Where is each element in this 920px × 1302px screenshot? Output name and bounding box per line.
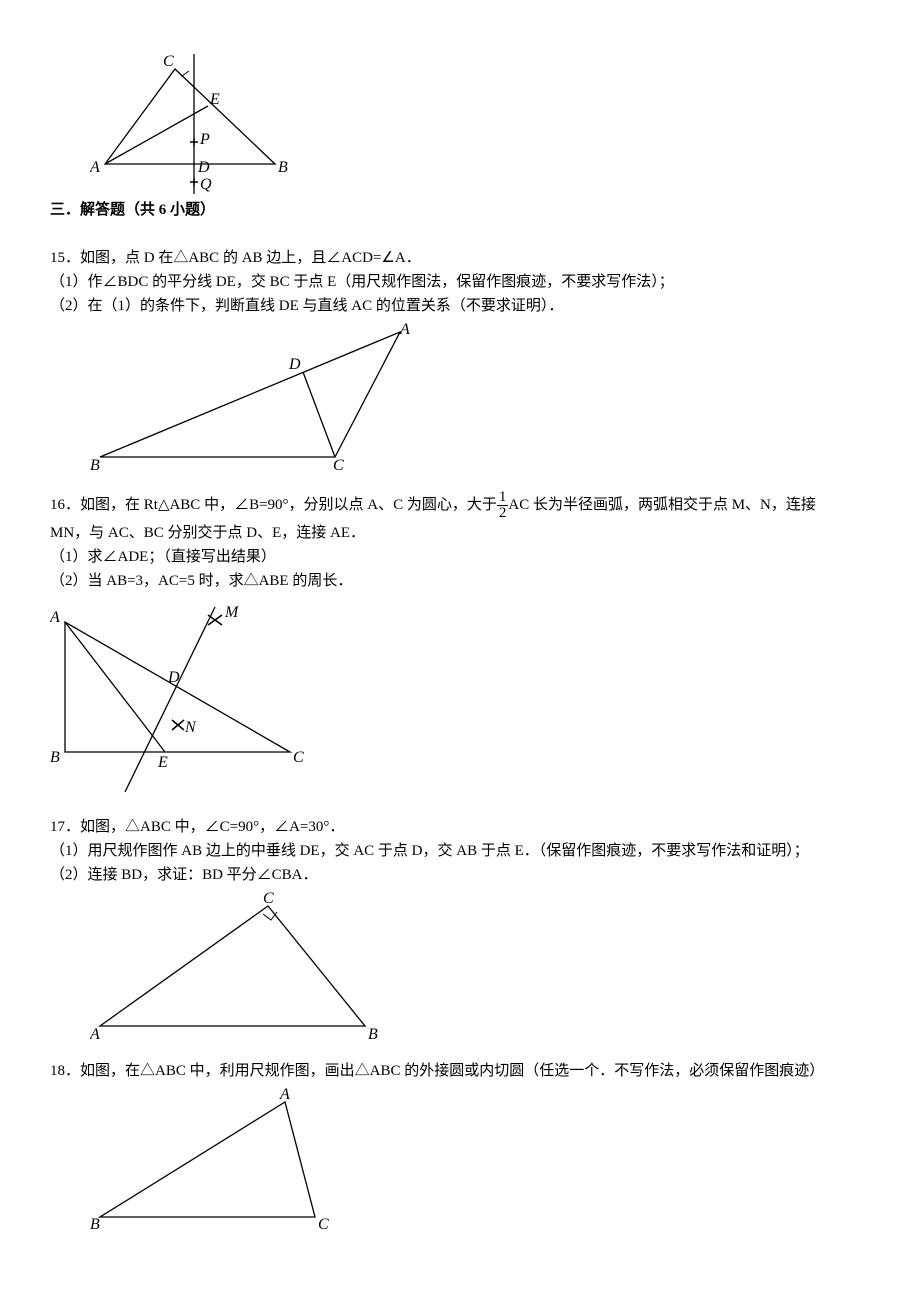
q15-label-D: D xyxy=(288,356,301,373)
figure-q18: B C A xyxy=(90,1087,870,1232)
q16-label-E: E xyxy=(157,754,168,771)
label-C: C xyxy=(163,54,174,70)
q16-label-B: B xyxy=(50,749,60,766)
label-B: B xyxy=(278,159,288,176)
q16-stem-pre: 如图，在 Rt△ABC 中，∠B=90°，分别以点 A、C 为圆心，大于 xyxy=(80,497,497,513)
q15-part1: （1）作∠BDC 的平分线 DE，交 BC 于点 E（用尺规作图法，保留作图痕迹… xyxy=(50,270,870,294)
figure-q17: A B C xyxy=(90,891,870,1041)
q18-label-B: B xyxy=(90,1216,100,1232)
q15-number: 15． xyxy=(50,250,80,266)
question-15: 15．如图，点 D 在△ABC 的 AB 边上，且∠ACD=∠A． （1）作∠B… xyxy=(50,246,870,472)
question-18: 18．如图，在△ABC 中，利用尺规作图，画出△ABC 的外接圆或内切圆（任选一… xyxy=(50,1059,870,1232)
question-17: 17．如图，△ABC 中，∠C=90°，∠A=30°． （1）用尺规作图作 AB… xyxy=(50,815,870,1041)
frac-den: 2 xyxy=(497,506,509,521)
label-A: A xyxy=(90,159,100,176)
label-P: P xyxy=(199,131,210,148)
figure-q16: A B C D E M N xyxy=(50,597,870,797)
q17-number: 17． xyxy=(50,819,80,835)
label-E: E xyxy=(209,91,220,108)
q17-label-C: C xyxy=(263,891,274,907)
figure-q-prev: A B C D E P Q xyxy=(90,54,870,194)
q15-label-B: B xyxy=(90,457,100,472)
q17-part2: （2）连接 BD，求证：BD 平分∠CBA． xyxy=(50,863,870,887)
q15-part2: （2）在（1）的条件下，判断直线 DE 与直线 AC 的位置关系（不要求证明）． xyxy=(50,294,870,318)
q16-label-D: D xyxy=(167,669,180,686)
question-16: 16．如图，在 Rt△ABC 中，∠B=90°，分别以点 A、C 为圆心，大于1… xyxy=(50,490,870,797)
fraction-half: 12 xyxy=(497,490,509,521)
q15-label-A: A xyxy=(399,322,410,338)
q16-label-N: N xyxy=(184,719,197,736)
q16-label-M: M xyxy=(224,604,240,621)
q16-stem-post: AC 长为半径画弧，两弧相交于点 M、N，连接 xyxy=(508,497,816,513)
q17-part1: （1）用尺规作图作 AB 边上的中垂线 DE，交 AC 于点 D，交 AB 于点… xyxy=(50,839,870,863)
q18-label-A: A xyxy=(279,1087,290,1103)
q16-label-A: A xyxy=(50,609,60,626)
q16-label-C: C xyxy=(293,749,304,766)
q18-label-C: C xyxy=(318,1216,329,1232)
q17-label-A: A xyxy=(90,1026,100,1041)
q18-number: 18． xyxy=(50,1063,80,1079)
q16-part2: （2）当 AB=3，AC=5 时，求△ABE 的周长． xyxy=(50,569,870,593)
q18-stem: 如图，在△ABC 中，利用尺规作图，画出△ABC 的外接圆或内切圆（任选一个．不… xyxy=(80,1063,824,1079)
figure-q15: B C A D xyxy=(90,322,870,472)
q17-label-B: B xyxy=(368,1026,378,1041)
label-D: D xyxy=(197,159,210,176)
q16-stem-line2: MN，与 AC、BC 分别交于点 D、E，连接 AE． xyxy=(50,521,870,545)
label-Q: Q xyxy=(200,176,212,193)
q17-stem: 如图，△ABC 中，∠C=90°，∠A=30°． xyxy=(80,819,344,835)
section-3-heading: 三．解答题（共 6 小题） xyxy=(50,198,870,222)
q16-part1: （1）求∠ADE；（直接写出结果） xyxy=(50,545,870,569)
frac-num: 1 xyxy=(497,490,509,506)
q16-number: 16． xyxy=(50,497,80,513)
q15-stem: 如图，点 D 在△ABC 的 AB 边上，且∠ACD=∠A． xyxy=(80,250,421,266)
q15-label-C: C xyxy=(333,457,344,472)
